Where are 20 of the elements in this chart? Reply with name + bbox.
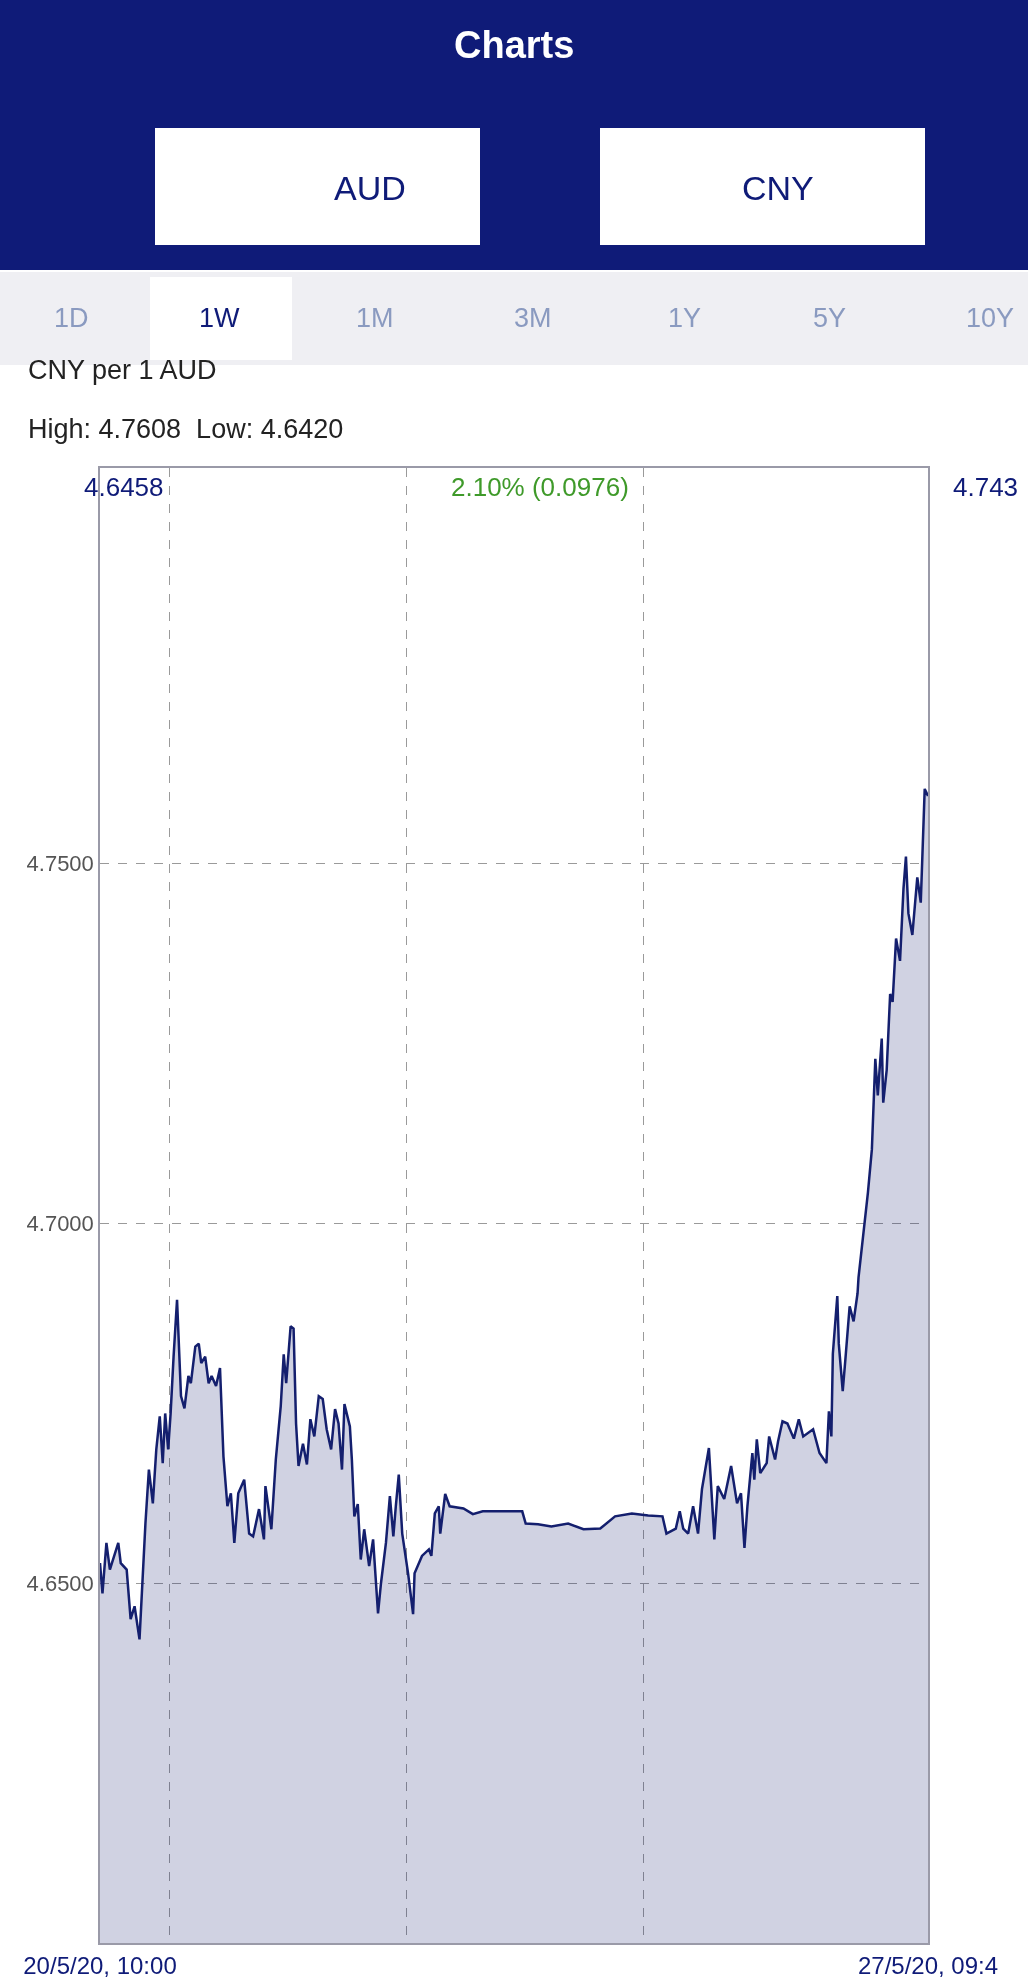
y-tick-label: 4.7000 [26,1211,94,1237]
text: 10Y [966,303,1015,333]
annotation: 2.10% (0.0976) [451,472,629,502]
text: AUD [334,169,406,207]
text: Charts [454,24,575,66]
chart-subtitle: High: 4.7608 Low: 4.6420 [28,414,344,445]
chart-title: CNY per 1 AUD [28,355,217,386]
text: CNY [742,169,814,207]
text: 4.743 [953,472,1019,502]
x-tick-label: 20/5/20, 10:00 [23,1951,177,1979]
text: 1D [54,303,89,333]
text: 5Y [813,303,847,333]
x-tick-label: 27/5/20, 09:4 [857,1951,999,1979]
text: 1W [199,303,241,333]
annotation: 4.6458 [84,472,164,502]
text: 1M [356,303,394,333]
y-tick-label: 4.7500 [26,851,94,877]
text: 1Y [668,303,702,333]
y-tick-label: 4.6500 [26,1570,94,1596]
text: 3M [514,303,552,333]
